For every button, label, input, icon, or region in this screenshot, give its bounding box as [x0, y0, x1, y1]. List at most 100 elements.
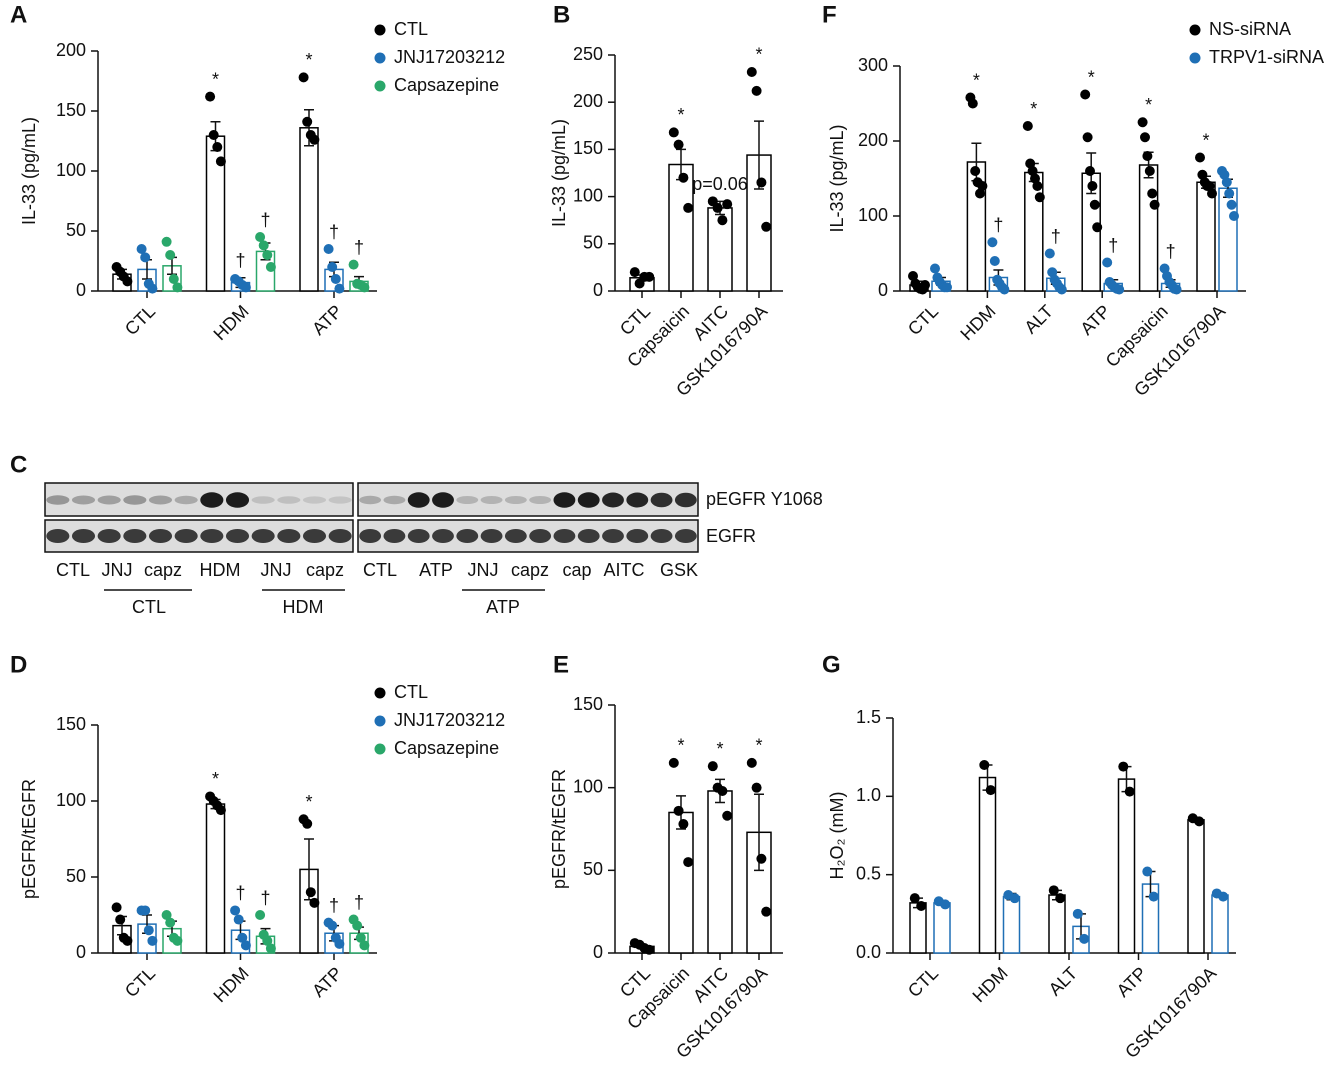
data-point: [1030, 173, 1040, 184]
data-point: [334, 283, 345, 294]
legend-label: CTL: [394, 19, 428, 39]
y-axis-label: pEGFR/tEGFR: [549, 769, 569, 889]
y-tick-label: 0.5: [856, 863, 881, 883]
annotation: *: [212, 69, 219, 89]
x-tick-label: CTL: [904, 301, 942, 339]
legend-label: Capsazepine: [394, 738, 499, 758]
legend-label: Capsazepine: [394, 75, 499, 95]
band: [602, 492, 624, 508]
band: [432, 529, 454, 543]
data-point: [215, 156, 226, 167]
band: [650, 529, 673, 543]
panel-letter: D: [10, 651, 27, 678]
data-point: [1194, 816, 1205, 827]
legend-marker: [374, 24, 386, 36]
data-point: [1102, 257, 1113, 268]
y-tick-label: 0.0: [856, 942, 881, 962]
annotation: *: [755, 45, 762, 65]
band: [71, 495, 96, 505]
data-point: [673, 805, 684, 816]
band: [225, 492, 250, 508]
data-point: [1032, 181, 1043, 191]
band: [302, 496, 327, 504]
annotation: †: [260, 210, 270, 230]
band: [626, 529, 649, 543]
bar: [668, 163, 694, 292]
data-point: [1207, 188, 1217, 199]
data-point: [989, 256, 1000, 266]
annotation: *: [677, 736, 684, 756]
band: [407, 492, 430, 508]
panel-letter: E: [553, 651, 569, 678]
data-point: [1087, 181, 1098, 191]
data-point: [717, 215, 728, 226]
annotation: *: [305, 792, 312, 812]
data-point: [237, 932, 248, 943]
data-point: [348, 259, 359, 270]
annotation: *: [1030, 99, 1037, 119]
band: [577, 529, 600, 543]
group-label: ATP: [486, 597, 520, 617]
x-tick-label: CTL: [121, 963, 159, 1001]
lane-label: capz: [511, 560, 549, 580]
data-point: [977, 181, 988, 191]
annotation: †: [235, 883, 245, 903]
y-tick-label: 250: [573, 44, 603, 64]
annotation: *: [716, 739, 723, 759]
data-point: [327, 920, 338, 931]
data-point: [1114, 284, 1125, 295]
data-point: [262, 250, 273, 260]
panel-letter: C: [10, 451, 27, 478]
data-point: [330, 274, 341, 284]
y-tick-label: 100: [56, 790, 86, 810]
data-point: [327, 262, 338, 272]
x-tick-label: ALT: [1045, 963, 1082, 1000]
data-point: [122, 935, 133, 946]
data-point: [678, 172, 689, 183]
lane-label: CTL: [363, 560, 397, 580]
data-point: [265, 262, 276, 272]
legend-marker: [374, 715, 386, 727]
data-point: [1080, 89, 1091, 100]
band: [123, 529, 147, 543]
data-point: [334, 938, 345, 949]
band: [529, 529, 552, 543]
data-point: [717, 785, 728, 796]
data-point: [683, 202, 694, 213]
annotation: †: [993, 215, 1003, 235]
data-point: [161, 236, 172, 247]
band: [97, 495, 121, 505]
data-point: [746, 757, 757, 768]
band: [174, 495, 198, 505]
data-point: [1009, 893, 1020, 904]
data-point: [999, 284, 1010, 295]
lane-label: capz: [144, 560, 182, 580]
data-point: [1219, 169, 1230, 180]
data-point: [165, 250, 176, 260]
data-point: [1229, 211, 1239, 221]
band: [277, 529, 301, 543]
annotation: †: [1051, 226, 1061, 246]
legend-marker: [374, 80, 386, 92]
x-tick-label: ATP: [1113, 963, 1151, 1001]
annotation: *: [212, 769, 219, 789]
annotation: †: [354, 237, 364, 257]
band: [626, 492, 649, 508]
legend-marker: [374, 743, 386, 755]
y-axis-label: IL-33 (pg/mL): [19, 117, 39, 225]
y-tick-label: 50: [583, 859, 603, 879]
data-point: [970, 166, 981, 176]
data-point: [1144, 166, 1155, 176]
panel-letter: G: [822, 651, 841, 678]
data-point: [678, 819, 689, 830]
data-point: [140, 905, 151, 916]
data-point: [668, 757, 679, 768]
bar: [1187, 819, 1205, 954]
y-tick-label: 150: [573, 138, 603, 158]
band: [529, 496, 552, 504]
band: [383, 495, 406, 505]
y-tick-label: 0: [76, 942, 86, 962]
annotation: *: [1145, 95, 1152, 115]
data-point: [746, 66, 757, 77]
lane-label: JNJ: [468, 560, 499, 580]
